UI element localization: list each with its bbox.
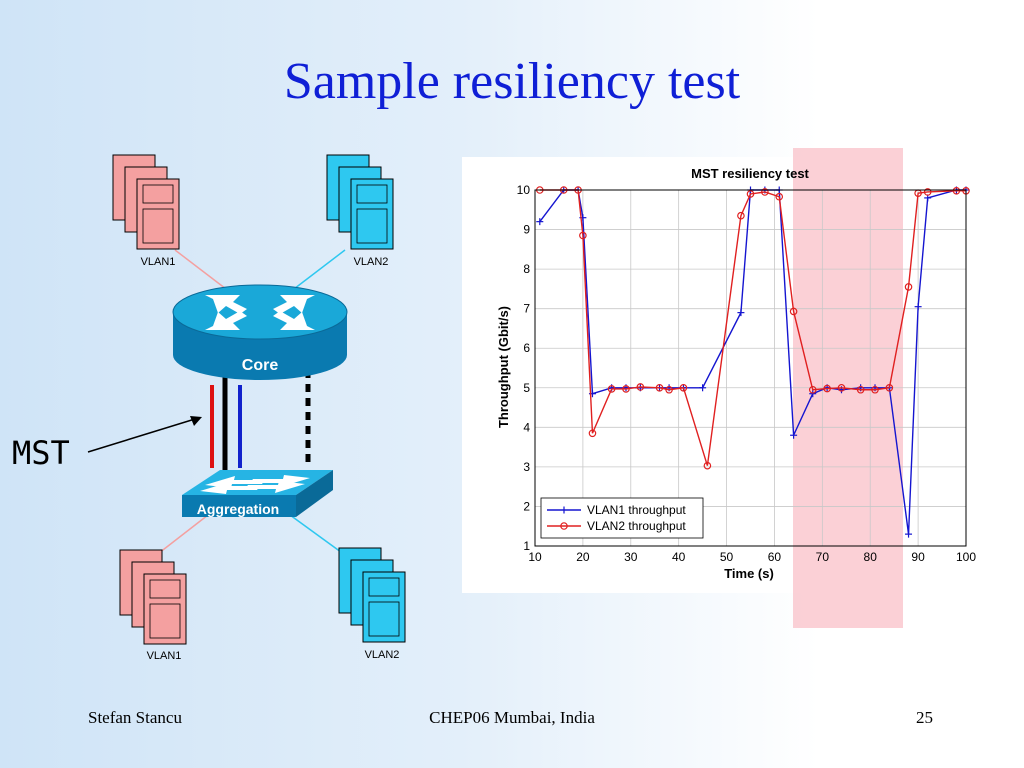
core-label: Core [242, 357, 279, 374]
data-point [871, 385, 879, 394]
x-tick-label: 10 [528, 550, 542, 564]
data-point [837, 383, 846, 392]
y-tick-label: 10 [517, 183, 531, 197]
data-point [607, 385, 616, 393]
data-point [823, 384, 831, 393]
mst-label: MST [12, 434, 70, 472]
vlan1-bottom-label: VLAN1 [147, 650, 182, 662]
data-point [737, 211, 745, 220]
y-tick-label: 4 [523, 420, 530, 434]
data-point [952, 186, 961, 195]
data-point [579, 231, 587, 240]
y-tick-label: 1 [523, 539, 530, 553]
series-line-1 [539, 189, 966, 535]
vlan2-aggregation-link [289, 514, 346, 556]
data-point [885, 383, 894, 392]
chart-legend [540, 497, 704, 539]
data-point [703, 461, 712, 470]
vlan2-bottom-label: VLAN2 [365, 649, 400, 661]
y-tick-label: 5 [523, 381, 530, 395]
data-point [904, 283, 913, 291]
data-point [622, 385, 630, 393]
data-point [923, 188, 932, 196]
resiliency-chart: MST resiliency test Time (s) Throughput … [496, 166, 976, 581]
phone-stack-vlan2-top-icon [326, 154, 394, 250]
aggregation-label: Aggregation [197, 501, 279, 517]
phone-stack-vlan1-top-icon [112, 154, 180, 250]
y-tick-label: 3 [523, 460, 530, 474]
footer-author: Stefan Stancu [88, 708, 182, 727]
x-tick-label: 50 [720, 550, 734, 564]
data-point [856, 385, 865, 394]
data-point [679, 383, 688, 392]
chart-title: MST resiliency test [691, 166, 809, 181]
y-tick-label: 8 [523, 262, 530, 276]
data-point [655, 383, 664, 392]
mst-arrow [87, 418, 196, 453]
data-point [737, 309, 745, 317]
data-point [775, 192, 784, 201]
y-tick-label: 9 [523, 223, 530, 237]
data-point [789, 307, 798, 316]
data-point [761, 188, 769, 196]
y-tick-label: 2 [523, 499, 530, 513]
data-point [536, 218, 544, 226]
y-tick-label: 7 [523, 302, 530, 316]
footer-event: CHEP06 Mumbai, India [429, 708, 595, 727]
legend-label: VLAN1 throughput [587, 503, 686, 517]
legend-marker [560, 522, 568, 530]
slide-title: Sample resiliency test [283, 53, 741, 110]
footer-page-number: 25 [916, 708, 933, 727]
x-tick-label: 60 [768, 550, 782, 564]
data-point [905, 530, 913, 538]
data-point [665, 385, 673, 394]
series-line-2 [539, 189, 966, 466]
network-diagram: Core Aggregation MST VLAN1 VLAN2 [12, 154, 406, 662]
aggregation-switch-icon [182, 470, 333, 517]
core-router-icon [172, 284, 348, 380]
phone-stack-vlan2-bottom-icon [338, 547, 406, 643]
vlan1-core-link [174, 249, 231, 293]
x-tick-label: 100 [956, 550, 976, 564]
data-point [746, 190, 755, 198]
data-point [699, 384, 707, 392]
phone-stack-vlan1-bottom-icon [119, 549, 187, 645]
chart-y-axis-label: Throughput (Gbit/s) [496, 306, 511, 428]
vlan2-core-link [289, 249, 346, 293]
chart-x-axis-label: Time (s) [724, 566, 774, 581]
data-point [588, 429, 597, 438]
x-tick-label: 80 [864, 550, 878, 564]
data-point [808, 385, 817, 394]
x-tick-label: 20 [576, 550, 590, 564]
y-tick-label: 6 [523, 341, 530, 355]
vlan2-top-label: VLAN2 [354, 256, 389, 268]
x-tick-label: 90 [911, 550, 925, 564]
x-tick-label: 30 [624, 550, 638, 564]
x-tick-label: 70 [816, 550, 830, 564]
data-point [809, 390, 817, 398]
data-point [636, 383, 645, 391]
data-point [790, 431, 798, 439]
vlan1-top-label: VLAN1 [141, 256, 176, 268]
x-tick-label: 40 [672, 550, 686, 564]
legend-label: VLAN2 throughput [587, 519, 686, 533]
data-point [914, 303, 922, 311]
